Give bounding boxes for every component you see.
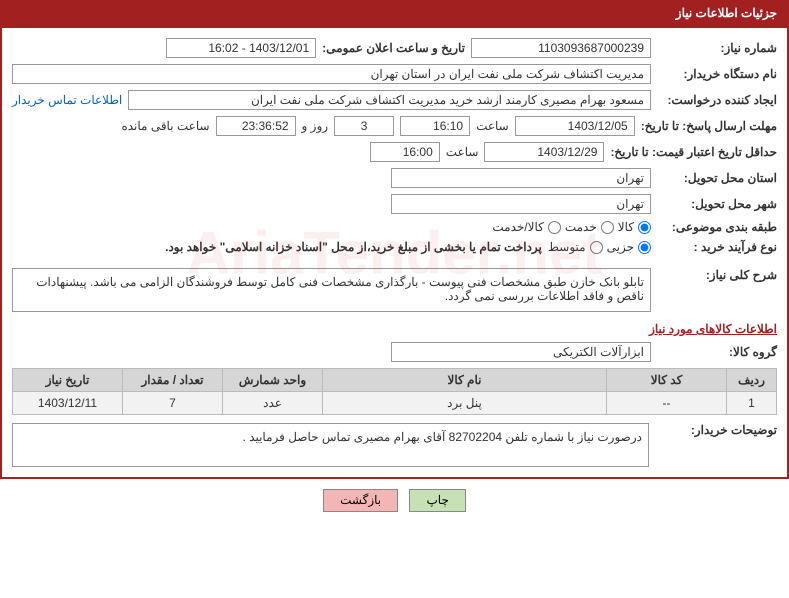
min-valid-time: 16:00: [370, 142, 440, 162]
radio-service-label: خدمت: [565, 220, 597, 234]
requester-label: ایجاد کننده درخواست:: [657, 93, 777, 107]
th-unit: واحد شمارش: [223, 369, 323, 392]
buyer-org-label: نام دستگاه خریدار:: [657, 67, 777, 81]
delivery-province-value: تهران: [391, 168, 651, 188]
cell-name: پنل برد: [323, 392, 607, 415]
print-button[interactable]: چاپ: [409, 489, 465, 512]
button-row: چاپ بازگشت: [0, 479, 789, 522]
deadline-send-time: 16:10: [400, 116, 470, 136]
panel-header: جزئیات اطلاعات نیاز: [0, 0, 789, 26]
delivery-city-value: تهران: [391, 194, 651, 214]
time-label-1: ساعت: [476, 119, 509, 133]
radio-goods[interactable]: [638, 221, 651, 234]
radio-goods-service[interactable]: [548, 221, 561, 234]
countdown-value: 23:36:52: [216, 116, 296, 136]
process-label: نوع فرآیند خرید :: [657, 240, 777, 254]
announce-value: 1403/12/01 - 16:02: [166, 38, 316, 58]
radio-small-label: جزیی: [607, 240, 634, 254]
buyer-notes-text: درصورت نیاز با شماره تلفن 82702204 آقای …: [12, 423, 649, 467]
th-qty: تعداد / مقدار: [123, 369, 223, 392]
radio-small[interactable]: [638, 241, 651, 254]
deadline-send-date: 1403/12/05: [515, 116, 635, 136]
group-value: ابزارآلات الکتریکی: [391, 342, 651, 362]
buyer-org-value: مدیریت اکتشاف شرکت ملی نفت ایران در استا…: [12, 64, 651, 84]
radio-medium[interactable]: [590, 241, 603, 254]
requester-value: مسعود بهرام مصیری کارمند ارشد خرید مدیری…: [128, 90, 651, 110]
group-label: گروه کالا:: [657, 345, 777, 359]
time-label-2: ساعت: [446, 145, 479, 159]
need-number-value: 1103093687000239: [471, 38, 651, 58]
remaining-label: ساعت باقی مانده: [121, 119, 209, 133]
need-number-label: شماره نیاز:: [657, 41, 777, 55]
back-button[interactable]: بازگشت: [323, 489, 398, 512]
cell-code: --: [607, 392, 727, 415]
contact-link[interactable]: اطلاعات تماس خریدار: [12, 93, 122, 107]
cell-unit: عدد: [223, 392, 323, 415]
min-valid-label: حداقل تاریخ اعتبار قیمت: تا تاریخ:: [610, 145, 777, 159]
th-name: نام کالا: [323, 369, 607, 392]
table-row: 1 -- پنل برد عدد 7 1403/12/11: [13, 392, 777, 415]
days-value: 3: [334, 116, 394, 136]
buyer-notes-label: توضیحات خریدار:: [657, 423, 777, 467]
deadline-send-label: مهلت ارسال پاسخ: تا تاریخ:: [641, 119, 777, 133]
process-radios: جزیی متوسط: [548, 240, 651, 254]
category-radios: کالا خدمت کالا/خدمت: [492, 220, 651, 234]
items-table: ردیف کد کالا نام کالا واحد شمارش تعداد /…: [12, 368, 777, 415]
cell-qty: 7: [123, 392, 223, 415]
form-panel: AriaTender.net شماره نیاز: 1103093687000…: [0, 26, 789, 479]
days-and-label: روز و: [302, 119, 329, 133]
radio-goods-label: کالا: [618, 220, 634, 234]
items-section-title: اطلاعات کالاهای مورد نیاز: [12, 322, 777, 336]
cell-date: 1403/12/11: [13, 392, 123, 415]
announce-label: تاریخ و ساعت اعلان عمومی:: [322, 41, 465, 55]
radio-medium-label: متوسط: [548, 240, 586, 254]
radio-goods-service-label: کالا/خدمت: [492, 220, 543, 234]
th-date: تاریخ نیاز: [13, 369, 123, 392]
category-label: طبقه بندی موضوعی:: [657, 220, 777, 234]
overview-label: شرح کلی نیاز:: [657, 268, 777, 282]
radio-service[interactable]: [601, 221, 614, 234]
min-valid-date: 1403/12/29: [484, 142, 604, 162]
cell-row: 1: [727, 392, 777, 415]
process-note: پرداخت تمام یا بخشی از مبلغ خرید،از محل …: [165, 240, 542, 254]
th-code: کد کالا: [607, 369, 727, 392]
overview-text: تابلو بانک خازن طبق مشخصات فنی پیوست - ب…: [12, 268, 651, 312]
delivery-province-label: استان محل تحویل:: [657, 171, 777, 185]
th-row: ردیف: [727, 369, 777, 392]
delivery-city-label: شهر محل تحویل:: [657, 197, 777, 211]
